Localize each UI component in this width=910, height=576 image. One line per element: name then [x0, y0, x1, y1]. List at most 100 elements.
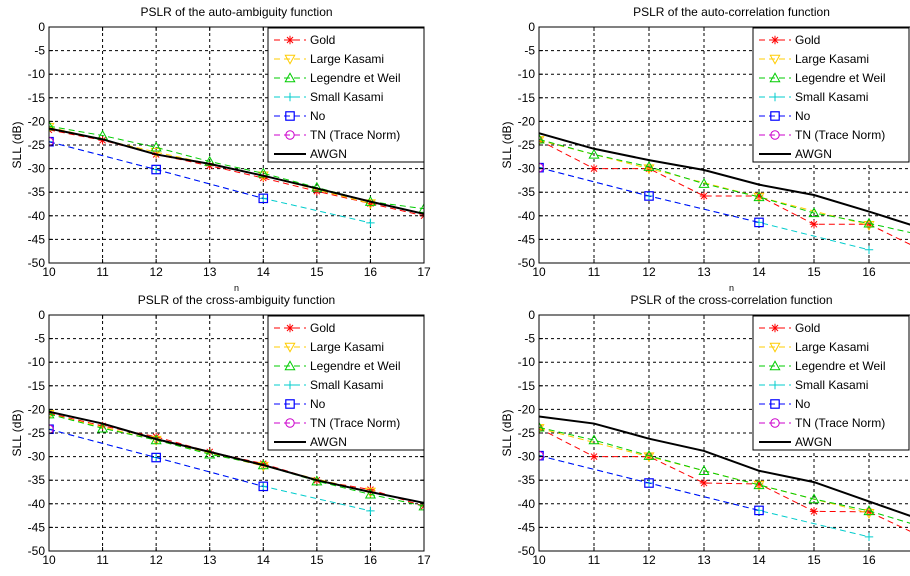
data-point-gold	[754, 191, 764, 201]
legend-marker-tn-trace-norm	[285, 418, 295, 428]
data-point-large-kasami	[643, 452, 655, 463]
data-point-legendre-et-weil	[150, 141, 162, 152]
y-axis-label: SLL (dB)	[500, 122, 514, 169]
legend-label-tn-trace-norm: TN (Trace Norm)	[310, 416, 400, 430]
series-line-awgn	[539, 132, 910, 226]
x-tick-label: 12	[149, 265, 163, 279]
x-tick-label: 10	[532, 553, 546, 567]
data-point-legendre-et-weil	[539, 133, 545, 144]
y-tick-label: -20	[518, 402, 536, 416]
data-point-small-kasami	[539, 451, 544, 460]
legend-marker-small-kasami	[770, 92, 780, 102]
data-point-gold	[809, 507, 819, 516]
y-tick-label: -40	[518, 209, 536, 223]
legend-marker-small-kasami	[770, 380, 780, 390]
chart-1: 10 11 12 13 14 15 16 17 0 -5 -10 -15 -20 -25 -30 -35 -40…	[10, 5, 431, 293]
series-line-gold	[539, 427, 910, 532]
series-line-gold	[539, 139, 910, 245]
legend-label-no: No	[795, 397, 811, 411]
data-point-legendre-et-weil	[49, 120, 55, 131]
chart-title: PSLR of the cross-ambiguity function	[138, 293, 335, 307]
chart-3: 10 11 12 13 14 15 16 17 0 -5 -10 -15 -20 -25 -30 -35 -40…	[10, 293, 431, 567]
data-point-gold	[864, 220, 874, 229]
data-point-gold	[259, 173, 268, 183]
y-tick-label: -10	[518, 355, 536, 369]
x-tick-label: 15	[310, 553, 324, 567]
legend-label-legendre-et-weil: Legendre et Weil	[310, 359, 401, 373]
data-point-legendre-et-weil	[753, 191, 765, 202]
legend-marker-no	[770, 111, 780, 121]
data-point-legendre-et-weil	[643, 160, 655, 171]
y-tick-label: -40	[28, 209, 46, 223]
legend-label-large-kasami: Large Kasami	[795, 52, 869, 66]
legend-marker-no	[285, 111, 295, 121]
legend-marker-small-kasami	[285, 92, 295, 102]
data-point-large-kasami	[49, 122, 55, 133]
series-group	[49, 408, 424, 516]
data-point-large-kasami	[539, 424, 545, 435]
y-tick-label: -35	[28, 473, 46, 487]
series-group	[49, 120, 424, 228]
legend-box	[267, 27, 425, 163]
data-point-tn-trace-norm	[539, 162, 544, 173]
data-point-legendre-et-weil	[808, 207, 820, 218]
chart-title: PSLR of the auto-ambiguity function	[140, 5, 332, 19]
x-tick-label: 14	[752, 265, 766, 279]
y-tick-label: -15	[28, 91, 46, 105]
series-line-legendre-et-weil	[539, 138, 910, 234]
legend-marker-legendre-et-weil	[284, 72, 296, 83]
x-tick-label: 10	[42, 553, 56, 567]
legend-label-no: No	[310, 109, 326, 123]
legend-label-small-kasami: Small Kasami	[310, 378, 383, 392]
data-point-small-kasami	[754, 506, 764, 515]
chart-title: PSLR of the auto-correlation function	[633, 5, 830, 19]
series-line-large-kasami	[49, 413, 371, 493]
y-tick-label: -45	[518, 520, 536, 534]
data-point-small-kasami	[864, 532, 874, 542]
data-point-small-kasami	[539, 163, 544, 172]
legend-marker-tn-trace-norm	[285, 130, 295, 140]
y-tick-label: -50	[28, 256, 46, 270]
legend-label-large-kasami: Large Kasami	[795, 340, 869, 354]
legend-marker-gold	[770, 35, 780, 45]
legend-label-small-kasami: Small Kasami	[310, 90, 383, 104]
legend-marker-legendre-et-weil	[769, 72, 781, 83]
data-point-legendre-et-weil	[418, 202, 424, 213]
series-group	[539, 415, 910, 542]
data-point-legendre-et-weil	[698, 177, 710, 188]
data-point-large-kasami	[643, 164, 655, 175]
x-tick-label: 10	[42, 265, 56, 279]
data-point-legendre-et-weil	[204, 155, 216, 166]
legend-label-large-kasami: Large Kasami	[310, 52, 384, 66]
series-line-no	[49, 141, 264, 199]
legend-marker-tn-trace-norm	[770, 130, 780, 140]
data-point-legendre-et-weil	[863, 505, 875, 516]
y-tick-label: -45	[518, 232, 536, 246]
legend-marker-legendre-et-weil	[284, 360, 296, 371]
y-tick-label: -50	[518, 256, 536, 270]
legend-label-awgn: AWGN	[795, 435, 832, 449]
data-point-large-kasami	[863, 221, 875, 231]
data-point-no	[754, 505, 764, 516]
x-tick-label: 11	[96, 553, 109, 567]
series-line-awgn	[539, 415, 910, 517]
legend-marker-tn-trace-norm	[770, 418, 780, 428]
x-tick-label: 12	[149, 553, 163, 567]
y-tick-label: 0	[38, 20, 45, 34]
legend: Gold Large Kasami Legendre et Weil Small Ka…	[267, 315, 425, 451]
data-point-legendre-et-weil	[204, 448, 216, 459]
legend-label-tn-trace-norm: TN (Trace Norm)	[795, 416, 885, 430]
chart-4: 10111213141516170-5-10-15-20-25-30-35-40…	[500, 293, 910, 567]
legend-label-awgn: AWGN	[795, 147, 832, 161]
y-axis-label: SLL (dB)	[10, 410, 24, 457]
y-tick-label: -40	[28, 497, 46, 511]
data-point-legendre-et-weil	[364, 488, 376, 499]
legend-label-gold: Gold	[795, 321, 820, 335]
data-point-gold	[809, 220, 819, 229]
legend-label-gold: Gold	[795, 33, 820, 47]
y-tick-label: -15	[28, 379, 46, 393]
legend-marker-large-kasami	[284, 54, 296, 65]
y-tick-label: -30	[518, 162, 536, 176]
data-point-tn-trace-norm	[49, 424, 54, 434]
data-point-legendre-et-weil	[643, 449, 655, 460]
